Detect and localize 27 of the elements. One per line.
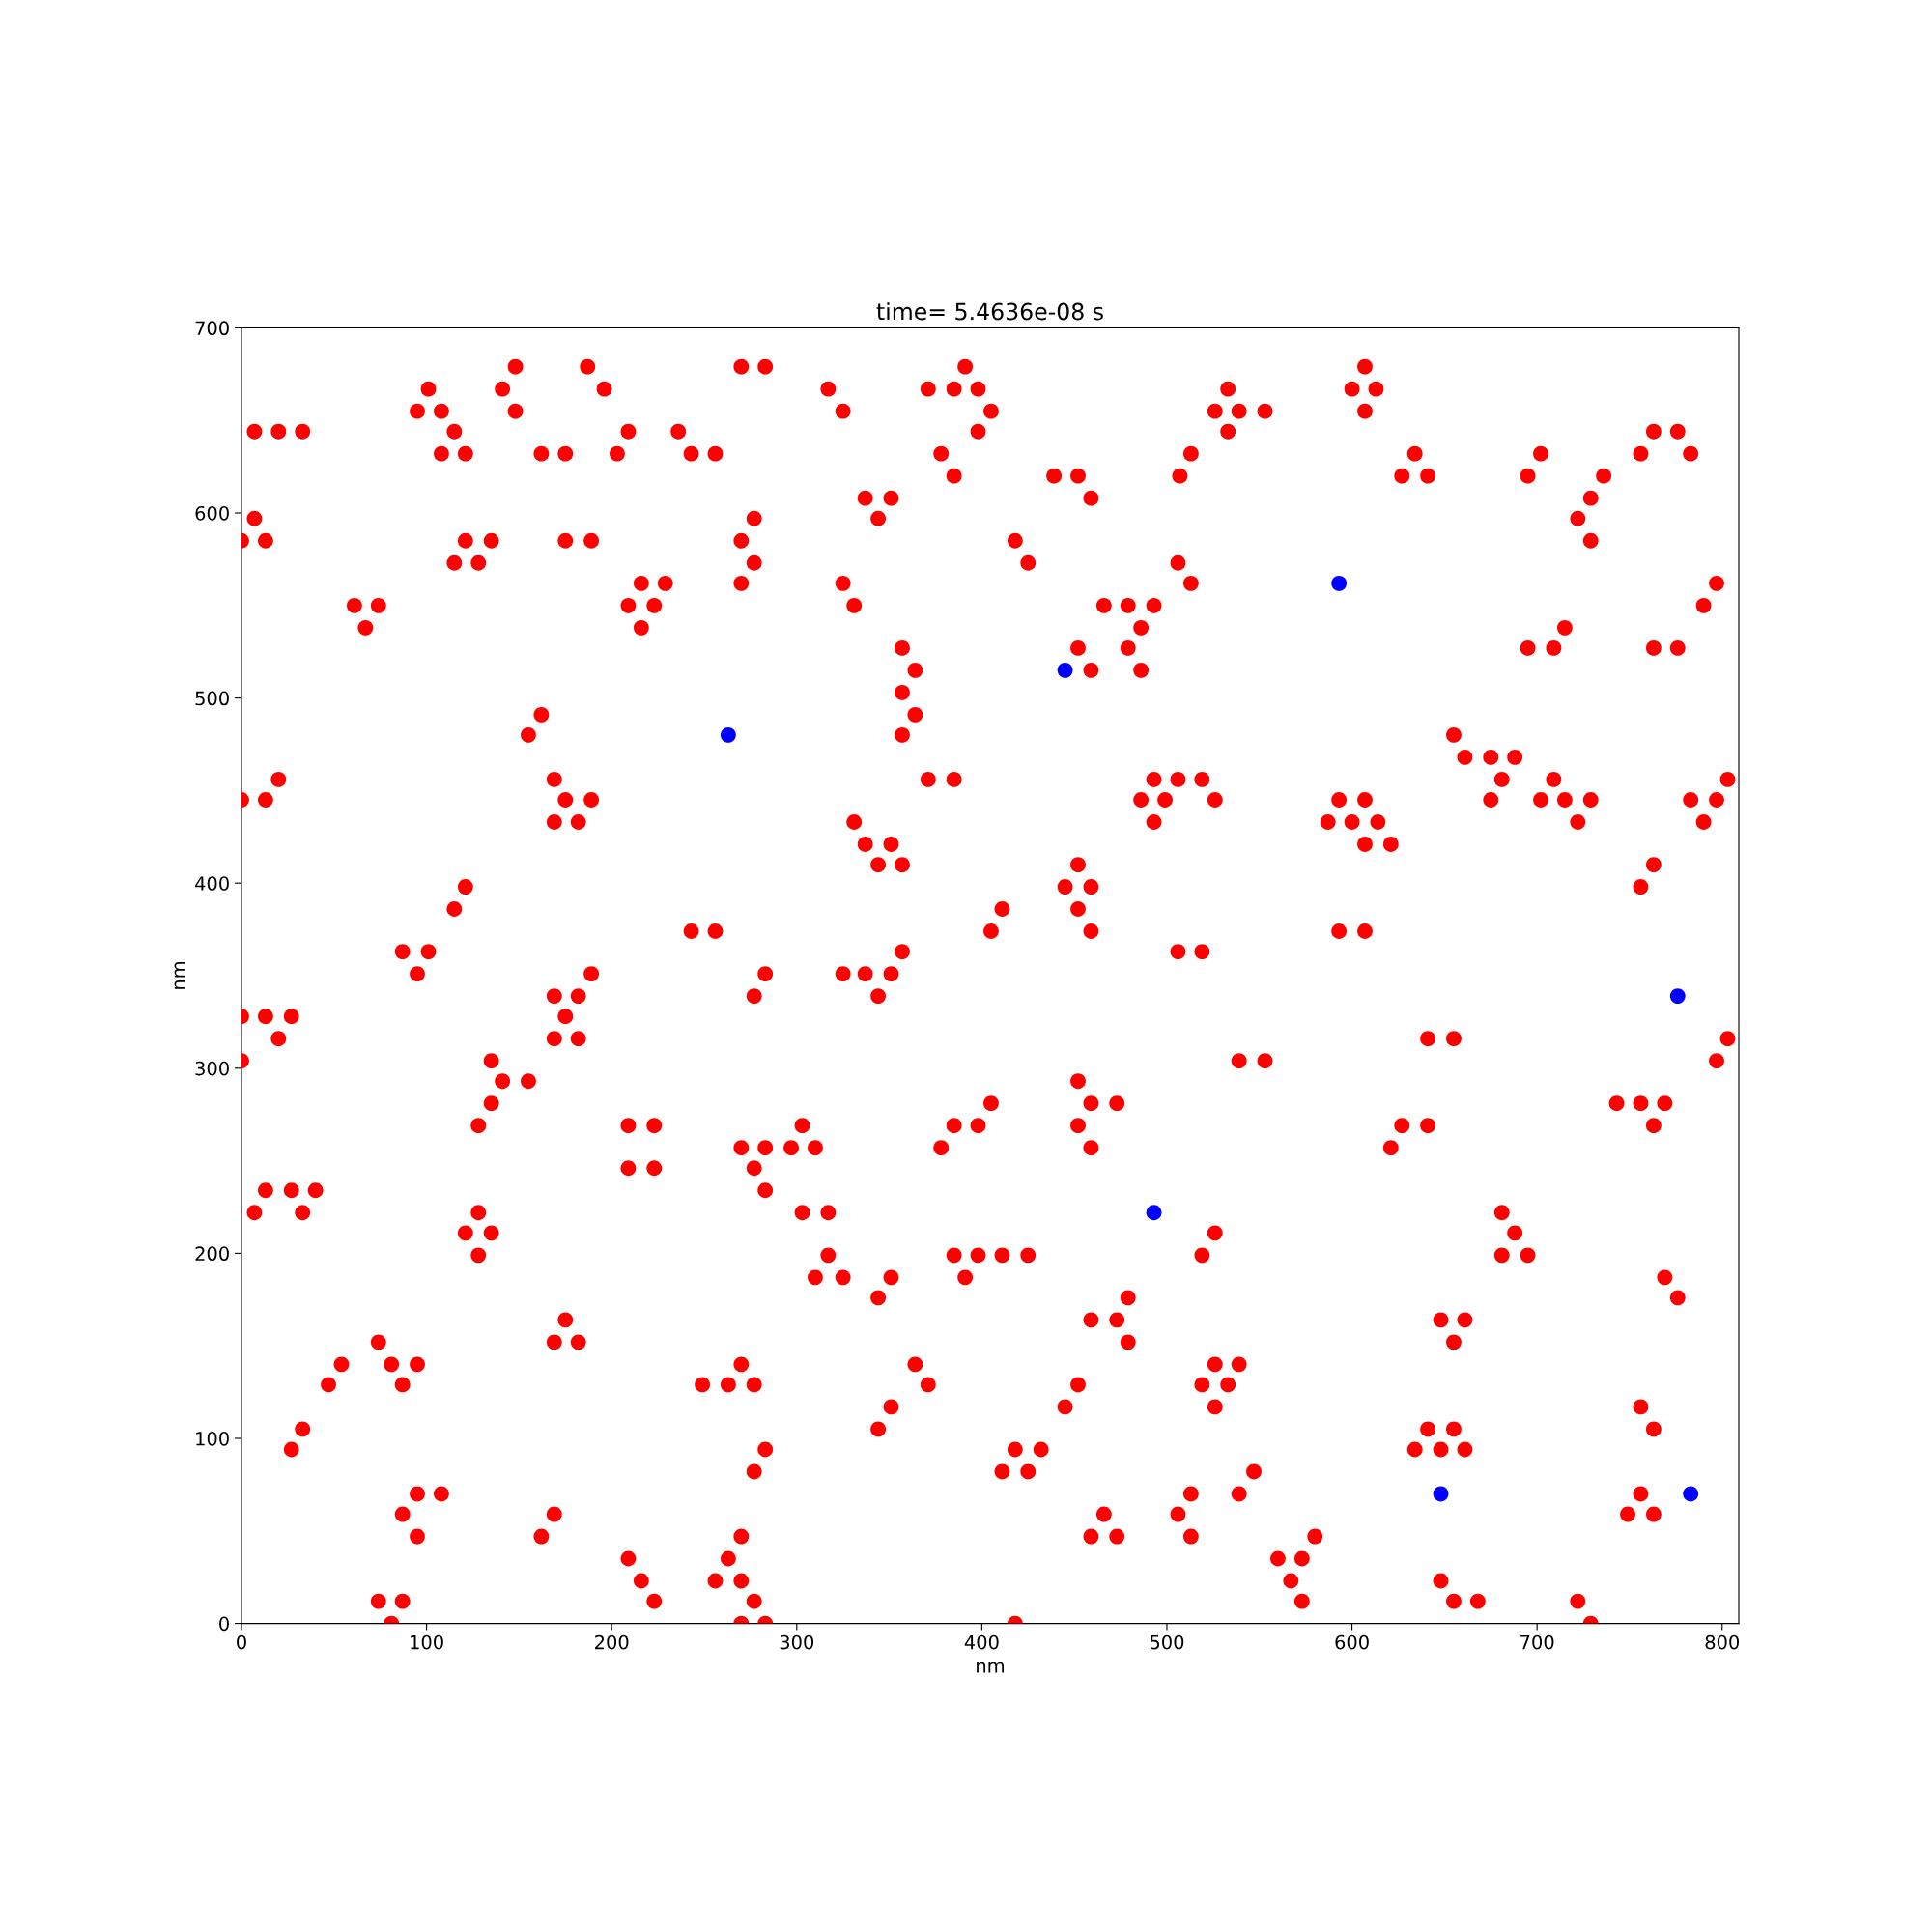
x-tick-label: 300 (780, 1634, 814, 1650)
x-tick-label: 200 (595, 1634, 629, 1650)
point (1433, 1486, 1449, 1502)
y-tick-label: 200 (195, 1246, 229, 1262)
chart-title: time= 5.4636e-08 s (876, 302, 1103, 321)
y-tick-label: 0 (219, 1616, 229, 1632)
point (1057, 662, 1073, 678)
point (1146, 1205, 1162, 1221)
x-axis-title: nm (977, 1662, 1004, 1673)
y-tick-label: 300 (195, 1061, 229, 1076)
y-axis-title: nm (174, 962, 185, 989)
x-tick-label: 400 (964, 1634, 999, 1650)
x-tick-label: 700 (1520, 1634, 1554, 1650)
point (720, 727, 736, 743)
y-tick-label: 500 (195, 691, 229, 706)
x-tick-label: 0 (237, 1634, 246, 1650)
x-tick-label: 100 (411, 1634, 443, 1650)
y-tick-label: 700 (195, 321, 229, 336)
y-tick-label: 400 (195, 876, 229, 891)
point (1683, 1486, 1699, 1502)
x-tick-label: 800 (1705, 1634, 1740, 1650)
x-tick-label: 500 (1150, 1634, 1184, 1650)
y-tick-label: 100 (196, 1431, 229, 1446)
y-tick-label: 600 (195, 505, 229, 521)
x-tick-label: 600 (1335, 1634, 1369, 1650)
point (1331, 575, 1348, 591)
point (1669, 988, 1686, 1004)
